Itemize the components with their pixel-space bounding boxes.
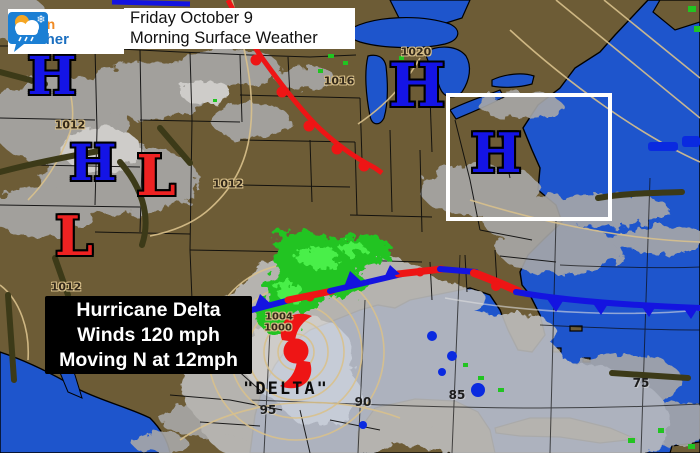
isobar-label: 1020 xyxy=(400,45,432,59)
snowflake-icon: ❄ xyxy=(36,14,45,26)
weather-logo-icon: ❄ xyxy=(8,12,48,52)
rain-icon xyxy=(18,36,34,42)
cloud-icon xyxy=(15,20,39,35)
isobar-label: 1016 xyxy=(323,74,355,88)
highlight-rectangle xyxy=(446,93,612,221)
low-pressure-symbol: L xyxy=(55,204,93,268)
great-lakes xyxy=(348,0,535,125)
longitude-label: 85 xyxy=(448,388,466,402)
longitude-label: 95 xyxy=(259,403,277,417)
isobar-label: 1012 xyxy=(54,118,86,132)
map-title-banner: Friday October 9 Morning Surface Weather xyxy=(124,8,355,49)
high-pressure-symbol: H xyxy=(27,46,77,107)
bahamas xyxy=(569,325,583,332)
high-pressure-symbol: H xyxy=(470,121,522,185)
radar-specks xyxy=(61,6,700,449)
isobar-label: 1004 xyxy=(265,311,293,323)
isobar-label: 1012 xyxy=(50,280,82,294)
longitude-label: 90 xyxy=(354,395,372,409)
just-in-weather-logo: ❄ Just In Weather xyxy=(8,9,124,54)
high-pressure-symbol: H xyxy=(69,133,117,192)
hurricane-winds-line: Winds 120 mph xyxy=(77,323,220,346)
title-line1: Friday October 9 xyxy=(130,9,253,27)
hurricane-name-line: Hurricane Delta xyxy=(76,298,221,321)
isobar-label: 1000 xyxy=(264,322,292,334)
title-line2: Morning Surface Weather xyxy=(130,28,318,47)
hurricane-info-box: Hurricane Delta Winds 120 mph Moving N a… xyxy=(45,296,252,374)
trough-lines xyxy=(0,69,691,383)
longitude-label: 75 xyxy=(632,376,650,390)
isobar-label: 1012 xyxy=(212,177,244,191)
storm-name-label: "DELTA" xyxy=(243,379,329,399)
low-pressure-symbol: L xyxy=(136,143,176,209)
radar-specks-blue xyxy=(359,136,700,429)
high-pressure-symbol: H xyxy=(388,51,446,121)
hurricane-icon xyxy=(280,313,312,389)
hurricane-movement-line: Moving N at 12mph xyxy=(59,348,238,371)
